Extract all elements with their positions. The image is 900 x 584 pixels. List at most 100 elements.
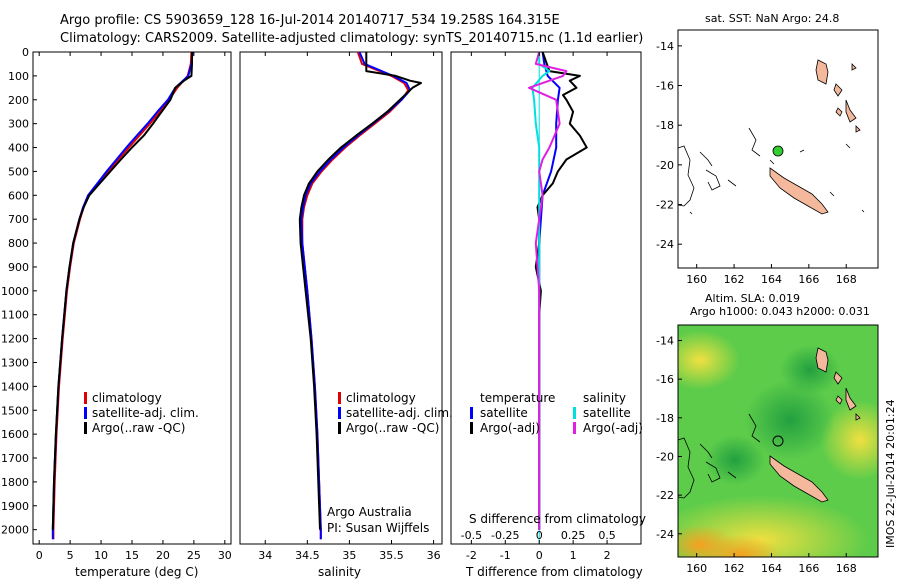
depth-tick-label: 1300	[1, 356, 29, 369]
sla-map-field	[678, 325, 878, 557]
difference-x-axis: -2 -1 0 1 2	[466, 52, 611, 562]
pi-label: PI: Susan Wijffels	[327, 521, 429, 535]
sal-legend-swatch-argo	[338, 422, 341, 434]
s-diff-tick-label: 0	[536, 529, 543, 542]
x-tick-label: 36	[427, 549, 441, 562]
sla-map-land	[769, 347, 861, 503]
sla-map-coastlines	[677, 413, 761, 499]
x-tick-label: 35	[342, 549, 356, 562]
series-line-climatology	[52, 51, 193, 540]
x-tick-label: 0	[36, 549, 43, 562]
depth-tick-label: 1000	[1, 285, 29, 298]
s-diff-label: S difference from climatology	[469, 512, 646, 526]
legend-satellite: satellite-adj. clim.	[92, 406, 199, 420]
temperature-series	[51, 51, 194, 540]
x-tick-label: 34	[258, 549, 272, 562]
legend-temperature-header: temperature	[480, 391, 555, 405]
salinity-series	[298, 51, 422, 540]
depth-tick-label: 300	[8, 118, 29, 131]
map-lat-label: -18	[656, 119, 674, 132]
depth-axis: 0 100 200 300 400 500 600 700 800 900 1000 1100 1200…	[1, 46, 37, 537]
x-tick-label: 34.5	[295, 549, 320, 562]
t-diff-xlabel: T difference from climatology	[465, 565, 643, 579]
imos-watermark: IMOS 22-Jul-2014 20:01:24	[884, 399, 897, 548]
x-tick-label: -1	[500, 549, 511, 562]
depth-tick-label: 1500	[1, 404, 29, 417]
s-diff-tick-label: 0.5	[598, 529, 616, 542]
x-tick-label: 10	[94, 549, 108, 562]
temperature-legend: climatology satellite-adj. clim. Argo(..…	[84, 391, 199, 435]
map-lat-label: -22	[656, 489, 674, 502]
s-diff-tick-labels: -0.5 -0.25 0 0.25 0.5	[461, 529, 616, 542]
x-tick-label: 1	[570, 549, 577, 562]
series-line-temperature-satellite	[538, 51, 561, 530]
legend-swatch-satellite	[84, 407, 87, 419]
map-lat-label: -14	[656, 334, 674, 347]
x-tick-label: 15	[125, 549, 139, 562]
x-tick-label: 0	[536, 549, 543, 562]
map-lat-label: -20	[656, 159, 674, 172]
map-lon-label: 162	[724, 273, 745, 286]
sal-legend-argo: Argo(..raw -QC)	[346, 421, 439, 435]
map-lon-label: 162	[724, 562, 745, 575]
depth-tick-label: 700	[8, 213, 29, 226]
map-lat-label: -18	[656, 412, 674, 425]
s-diff-tick-label: -0.5	[461, 529, 482, 542]
difference-panel: -2 -1 0 1 2 T difference from climatology S …	[450, 51, 646, 579]
depth-tick-label: 2000	[1, 524, 29, 537]
diff-swatch-t-satellite	[470, 407, 473, 419]
depth-tick-label: 1400	[1, 380, 29, 393]
depth-tick-label: 1800	[1, 476, 29, 489]
map-lat-label: -22	[656, 199, 674, 212]
sst-map-title: sat. SST: NaN Argo: 24.8	[705, 12, 839, 25]
diff-swatch-s-argo	[573, 422, 576, 434]
temperature-x-axis: 0 5 10 15 20 25 30	[36, 52, 232, 562]
salinity-legend: climatology satellite-adj. clim. Argo(..…	[338, 391, 453, 435]
depth-tick-label: 800	[8, 237, 29, 250]
legend-swatch-climatology	[84, 392, 87, 404]
sal-legend-satellite: satellite-adj. clim.	[346, 406, 453, 420]
sal-legend-swatch-satellite	[338, 407, 341, 419]
sla-map-argo-marker	[772, 435, 784, 447]
map-lat-label: -20	[656, 450, 674, 463]
salinity-xlabel: salinity	[318, 565, 361, 579]
depth-tick-label: 100	[8, 70, 29, 83]
sla-map-title1: Altim. SLA: 0.019	[705, 292, 800, 305]
series-line-argo-raw-qc-	[51, 52, 193, 530]
map-lon-label: 164	[761, 562, 782, 575]
diff-legend-s-satellite: satellite	[583, 406, 631, 420]
map-lon-label: 166	[798, 273, 819, 286]
depth-tick-label: 1100	[1, 309, 29, 322]
sst-map-coastlines	[677, 127, 865, 215]
depth-tick-label: 400	[8, 142, 29, 155]
map-lat-label: -24	[656, 238, 674, 251]
legend-salinity-header: salinity	[583, 391, 626, 405]
x-tick-label: 5	[67, 549, 74, 562]
sla-map: Altim. SLA: 0.019 Argo h1000: 0.043 h200…	[656, 292, 897, 575]
sst-map: sat. SST: NaN Argo: 24.8 160 162 164 166 168…	[656, 12, 879, 286]
diff-legend-t-argo: Argo(-adj)	[480, 421, 540, 435]
sla-map-title2: Argo h1000: 0.043 h2000: 0.031	[690, 305, 870, 318]
depth-tick-label: 200	[8, 94, 29, 107]
depth-tick-label: 1900	[1, 500, 29, 513]
map-lat-label: -14	[656, 40, 674, 53]
temperature-panel: 0100200300400500600700800900100011001200…	[1, 46, 232, 579]
legend-climatology: climatology	[92, 391, 162, 405]
temperature-xlabel: temperature (deg C)	[75, 565, 198, 579]
x-tick-label: 2	[604, 549, 611, 562]
map-lat-label: -16	[656, 80, 674, 93]
map-lat-label: -16	[656, 373, 674, 386]
series-line-satellite-adj-clim-	[51, 51, 194, 540]
depth-tick-label: 1600	[1, 428, 29, 441]
map-lat-label: -24	[656, 528, 674, 541]
argo-australia-label: Argo Australia	[327, 505, 412, 519]
legend-argo: Argo(..raw -QC)	[92, 421, 185, 435]
map-lon-label: 166	[798, 562, 819, 575]
depth-tick-label: 1200	[1, 333, 29, 346]
diff-legend-t-satellite: satellite	[480, 406, 528, 420]
map-lon-label: 160	[686, 273, 707, 286]
sst-map-land	[769, 59, 861, 215]
title-line2: Climatology: CARS2009. Satellite-adjuste…	[60, 31, 643, 46]
map-lon-label: 160	[686, 562, 707, 575]
